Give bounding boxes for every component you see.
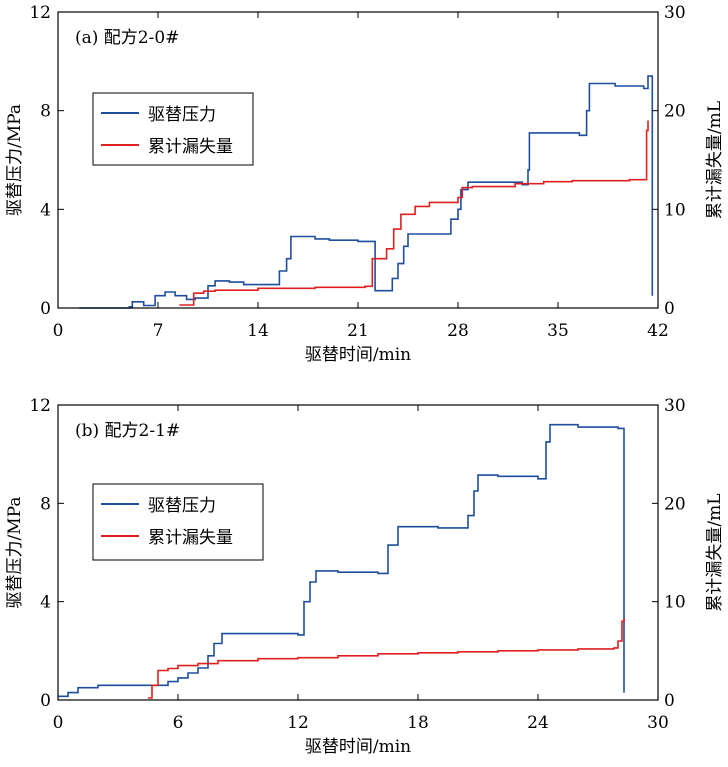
y2-tick-label: 0 (664, 691, 675, 711)
y2-tick-label: 20 (664, 494, 686, 514)
x-tick-label: 24 (527, 713, 549, 733)
y-tick-label: 12 (29, 396, 51, 416)
legend-box (92, 92, 254, 166)
series-line-leakage (148, 618, 625, 699)
y2-axis-title: 累计漏失量/mL (705, 493, 725, 611)
plot-frame (57, 404, 659, 701)
y2-tick-label: 0 (664, 299, 675, 319)
legend-box (92, 483, 264, 561)
x-tick-label: 28 (447, 321, 469, 341)
series-line-leakage (179, 120, 649, 306)
y-tick-label: 0 (40, 691, 51, 711)
y-tick-label: 0 (40, 299, 51, 319)
y2-axis-title: 累计漏失量/mL (705, 101, 725, 219)
legend-label: 累计漏失量 (148, 528, 233, 548)
panel-label: (a) 配方2-0# (75, 28, 179, 48)
y-axis-title: 驱替压力/MPa (5, 497, 25, 609)
y-axis-title: 驱替压力/MPa (5, 104, 25, 216)
series-line-pressure (58, 423, 625, 698)
x-tick-label: 12 (287, 713, 309, 733)
y-tick-label: 8 (40, 494, 51, 514)
y-tick-label: 4 (40, 200, 51, 220)
y2-tick-label: 30 (664, 396, 686, 416)
x-tick-label: 6 (173, 713, 184, 733)
x-tick-label: 30 (647, 713, 669, 733)
y-tick-label: 8 (40, 102, 51, 122)
y-tick-label: 12 (29, 3, 51, 23)
y2-tick-label: 20 (664, 102, 686, 122)
panel-label: (b) 配方2-1# (75, 421, 180, 441)
x-tick-label: 42 (647, 321, 669, 341)
y2-tick-label: 10 (664, 200, 686, 220)
legend-label: 驱替压力 (148, 496, 216, 516)
x-tick-label: 0 (53, 713, 64, 733)
x-tick-label: 7 (153, 321, 164, 341)
x-axis-title: 驱替时间/min (305, 737, 411, 757)
series-line-pressure (79, 75, 654, 309)
y2-tick-label: 30 (664, 3, 686, 23)
y-tick-label: 4 (40, 593, 51, 613)
legend-label: 累计漏失量 (148, 137, 233, 157)
y2-tick-label: 10 (664, 593, 686, 613)
x-tick-label: 0 (53, 321, 64, 341)
legend-label: 驱替压力 (148, 105, 216, 125)
x-tick-label: 18 (407, 713, 429, 733)
x-tick-label: 35 (547, 321, 569, 341)
x-tick-label: 21 (347, 321, 369, 341)
x-tick-label: 14 (247, 321, 269, 341)
x-axis-title: 驱替时间/min (305, 345, 411, 365)
